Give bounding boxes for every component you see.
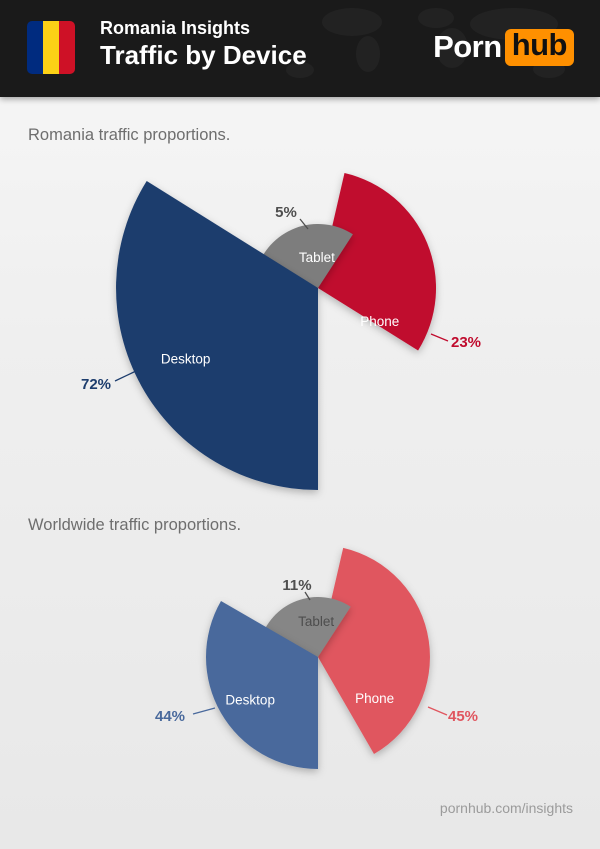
leader-line-tablet [299,218,309,230]
logo-part-hub: hub [504,28,574,66]
pct-label-desktop: 44% [155,708,185,725]
slice-tablet [256,223,353,288]
page-title: Traffic by Device [100,39,307,70]
slice-label-desktop: Desktop [225,692,275,707]
slice-label-tablet: Tablet [299,250,335,265]
header-titles: Romania Insights Traffic by Device [100,18,307,71]
flag-stripe-blue [27,21,43,74]
pct-label-phone: 23% [451,334,481,351]
leader-line-desktop [114,370,137,382]
flag-stripe-red [59,21,75,74]
section-heading-worldwide: Worldwide traffic proportions. [28,516,242,534]
pct-label-tablet: 11% [282,577,311,594]
leader-line-phone [427,706,448,716]
slice-label-desktop: Desktop [161,351,211,366]
header-kicker: Romania Insights [100,18,251,38]
leader-line-tablet [304,591,311,601]
logo-part-porn: Porn [433,29,502,65]
flag-stripe-yellow [43,21,59,74]
header: Romania Insights Traffic by Device Porn … [0,0,600,97]
slice-desktop [116,181,318,490]
pct-label-tablet: 5% [275,204,297,221]
slice-label-tablet: Tablet [298,614,334,629]
device-chart-0: Phone 23% Tablet 5% Desktop 72% [81,173,481,490]
slice-phone [318,547,430,754]
pornhub-logo: Porn hub [433,28,574,66]
slice-label-phone: Phone [360,314,399,329]
device-chart-1: Phone 45% Tablet 11% Desktop 44% [155,547,478,769]
footer-url: pornhub.com/insights [439,800,573,816]
pct-label-phone: 45% [448,708,478,725]
slice-phone [318,173,437,351]
slice-desktop [205,601,318,769]
leader-line-desktop [192,707,216,715]
romania-flag-icon [27,21,75,74]
leader-line-phone [430,333,449,342]
slice-tablet [260,596,351,657]
pct-label-desktop: 72% [81,376,111,393]
slice-label-phone: Phone [355,691,394,706]
section-heading-romania: Romania traffic proportions. [28,126,231,144]
world-map-decoration [286,8,565,78]
